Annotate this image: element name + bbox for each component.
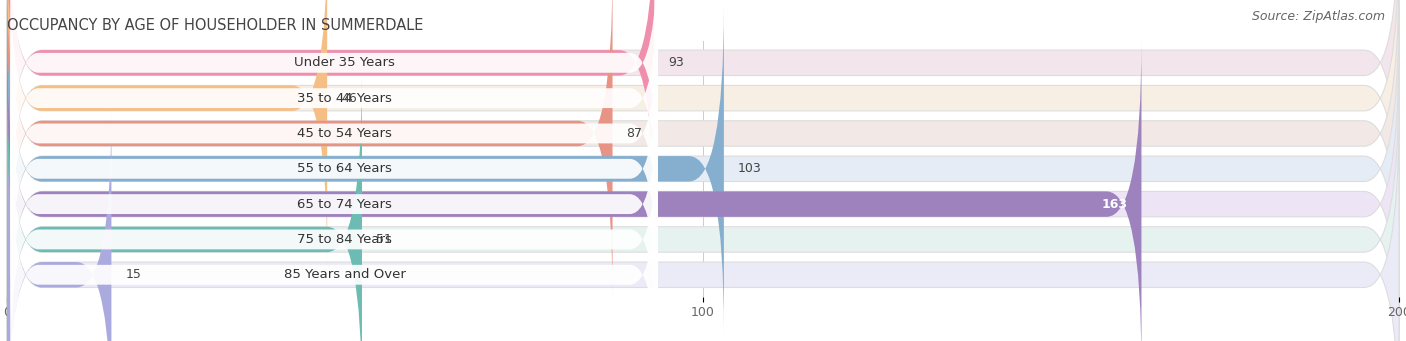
Text: 45 to 54 Years: 45 to 54 Years — [297, 127, 392, 140]
Text: Under 35 Years: Under 35 Years — [294, 56, 395, 69]
FancyBboxPatch shape — [7, 0, 654, 227]
Text: 55 to 64 Years: 55 to 64 Years — [297, 162, 392, 175]
FancyBboxPatch shape — [7, 5, 1399, 333]
FancyBboxPatch shape — [10, 73, 658, 336]
Text: 103: 103 — [738, 162, 762, 175]
FancyBboxPatch shape — [10, 38, 658, 300]
FancyBboxPatch shape — [7, 0, 1399, 297]
FancyBboxPatch shape — [10, 143, 658, 341]
FancyBboxPatch shape — [7, 76, 361, 341]
Text: 51: 51 — [375, 233, 392, 246]
Text: OCCUPANCY BY AGE OF HOUSEHOLDER IN SUMMERDALE: OCCUPANCY BY AGE OF HOUSEHOLDER IN SUMME… — [7, 18, 423, 33]
FancyBboxPatch shape — [7, 40, 1399, 341]
FancyBboxPatch shape — [10, 0, 658, 194]
FancyBboxPatch shape — [7, 5, 724, 333]
Text: 93: 93 — [668, 56, 683, 69]
Text: 15: 15 — [125, 268, 141, 281]
FancyBboxPatch shape — [7, 111, 1399, 341]
FancyBboxPatch shape — [10, 2, 658, 265]
FancyBboxPatch shape — [7, 0, 613, 297]
FancyBboxPatch shape — [7, 0, 1399, 227]
Text: 75 to 84 Years: 75 to 84 Years — [297, 233, 392, 246]
FancyBboxPatch shape — [7, 0, 1399, 262]
FancyBboxPatch shape — [7, 76, 1399, 341]
FancyBboxPatch shape — [7, 0, 328, 262]
FancyBboxPatch shape — [7, 111, 111, 341]
Text: 65 to 74 Years: 65 to 74 Years — [297, 198, 392, 211]
Text: 163: 163 — [1101, 198, 1128, 211]
Text: Source: ZipAtlas.com: Source: ZipAtlas.com — [1251, 10, 1385, 23]
Text: 35 to 44 Years: 35 to 44 Years — [297, 92, 392, 105]
Text: 87: 87 — [627, 127, 643, 140]
Text: 85 Years and Over: 85 Years and Over — [284, 268, 405, 281]
Text: 46: 46 — [342, 92, 357, 105]
FancyBboxPatch shape — [10, 0, 658, 229]
FancyBboxPatch shape — [7, 40, 1142, 341]
FancyBboxPatch shape — [10, 108, 658, 341]
